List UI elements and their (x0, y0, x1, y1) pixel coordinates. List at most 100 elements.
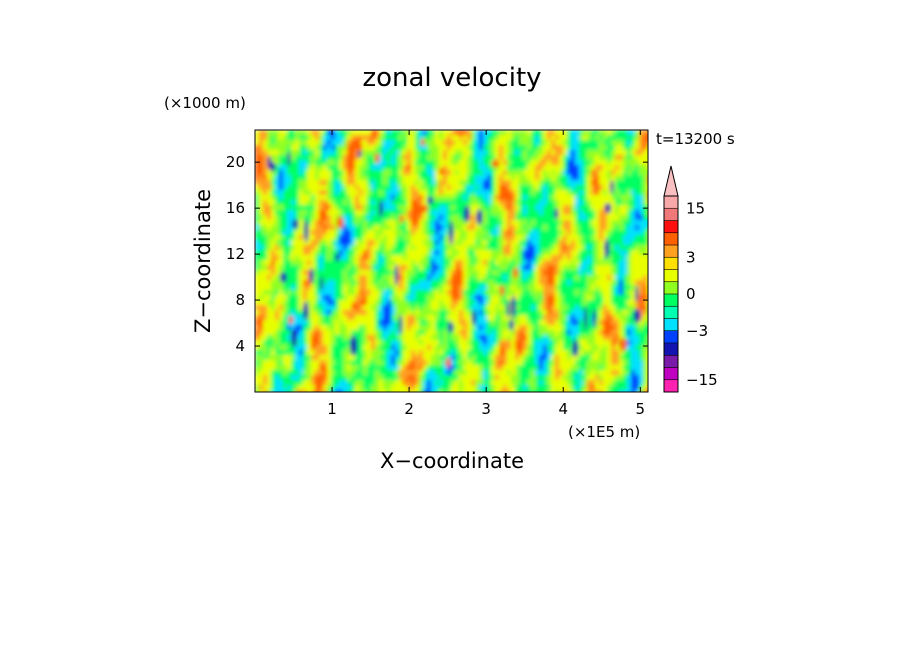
field-cell (295, 340, 300, 346)
field-cell (287, 235, 292, 241)
field-cell (531, 220, 536, 226)
field-cell (463, 350, 468, 356)
field-cell (383, 215, 388, 221)
field-cell (607, 190, 612, 196)
field-cell (567, 240, 572, 246)
field-cell (615, 220, 620, 226)
field-cell (367, 160, 372, 166)
field-cell (435, 335, 440, 341)
field-cell (263, 275, 268, 281)
field-cell (331, 370, 336, 376)
field-cell (583, 335, 588, 341)
field-cell (471, 330, 476, 336)
field-cell (275, 285, 280, 291)
field-cell (619, 190, 624, 196)
field-cell (287, 220, 292, 226)
field-cell (567, 250, 572, 256)
field-cell (295, 380, 300, 386)
field-cell (559, 330, 564, 336)
field-cell (343, 150, 348, 156)
field-cell (315, 185, 320, 191)
field-cell (343, 195, 348, 201)
field-cell (455, 205, 460, 211)
field-cell (451, 375, 456, 381)
field-cell (295, 135, 300, 141)
field-cell (611, 325, 616, 331)
field-cell (559, 360, 564, 366)
field-cell (571, 310, 576, 316)
field-cell (543, 305, 548, 311)
field-cell (275, 270, 280, 276)
field-cell (563, 365, 568, 371)
field-cell (503, 260, 508, 266)
field-cell (447, 285, 452, 291)
field-cell (307, 235, 312, 241)
field-cell (607, 355, 612, 361)
field-cell (531, 175, 536, 181)
field-cell (523, 195, 528, 201)
field-cell (483, 285, 488, 291)
field-cell (447, 295, 452, 301)
field-cell (303, 130, 308, 136)
field-cell (291, 210, 296, 216)
field-cell (395, 210, 400, 216)
field-cell (311, 130, 316, 136)
field-cell (447, 210, 452, 216)
field-cell (291, 345, 296, 351)
field-cell (267, 300, 272, 306)
field-cell (439, 190, 444, 196)
field-cell (503, 225, 508, 231)
field-cell (375, 195, 380, 201)
field-cell (619, 175, 624, 181)
field-cell (355, 205, 360, 211)
field-cell (499, 190, 504, 196)
field-cell (527, 275, 532, 281)
field-cell (539, 260, 544, 266)
field-cell (563, 175, 568, 181)
field-cell (551, 310, 556, 316)
field-cell (539, 220, 544, 226)
field-cell (559, 195, 564, 201)
field-cell (291, 315, 296, 321)
field-cell (343, 355, 348, 361)
field-cell (495, 280, 500, 286)
field-cell (315, 155, 320, 161)
field-cell (579, 285, 584, 291)
field-cell (323, 190, 328, 196)
field-cell (335, 365, 340, 371)
field-cell (287, 265, 292, 271)
field-cell (523, 130, 528, 136)
field-cell (603, 375, 608, 381)
field-cell (319, 165, 324, 171)
field-cell (291, 325, 296, 331)
field-cell (379, 250, 384, 256)
field-cell (619, 330, 624, 336)
field-cell (323, 185, 328, 191)
field-cell (587, 270, 592, 276)
field-cell (447, 370, 452, 376)
field-cell (379, 215, 384, 221)
field-cell (283, 300, 288, 306)
field-cell (459, 130, 464, 136)
field-cell (623, 335, 628, 341)
field-cell (275, 245, 280, 251)
field-cell (623, 225, 628, 231)
field-cell (303, 280, 308, 286)
field-cell (435, 140, 440, 146)
field-cell (627, 365, 632, 371)
field-cell (603, 285, 608, 291)
field-cell (363, 195, 368, 201)
field-cell (339, 190, 344, 196)
field-cell (323, 315, 328, 321)
field-cell (435, 365, 440, 371)
field-cell (479, 280, 484, 286)
field-cell (255, 255, 260, 261)
field-cell (359, 205, 364, 211)
field-cell (619, 215, 624, 221)
field-cell (479, 225, 484, 231)
field-cell (391, 275, 396, 281)
field-cell (319, 210, 324, 216)
field-cell (275, 360, 280, 366)
field-cell (407, 140, 412, 146)
field-cell (387, 255, 392, 261)
